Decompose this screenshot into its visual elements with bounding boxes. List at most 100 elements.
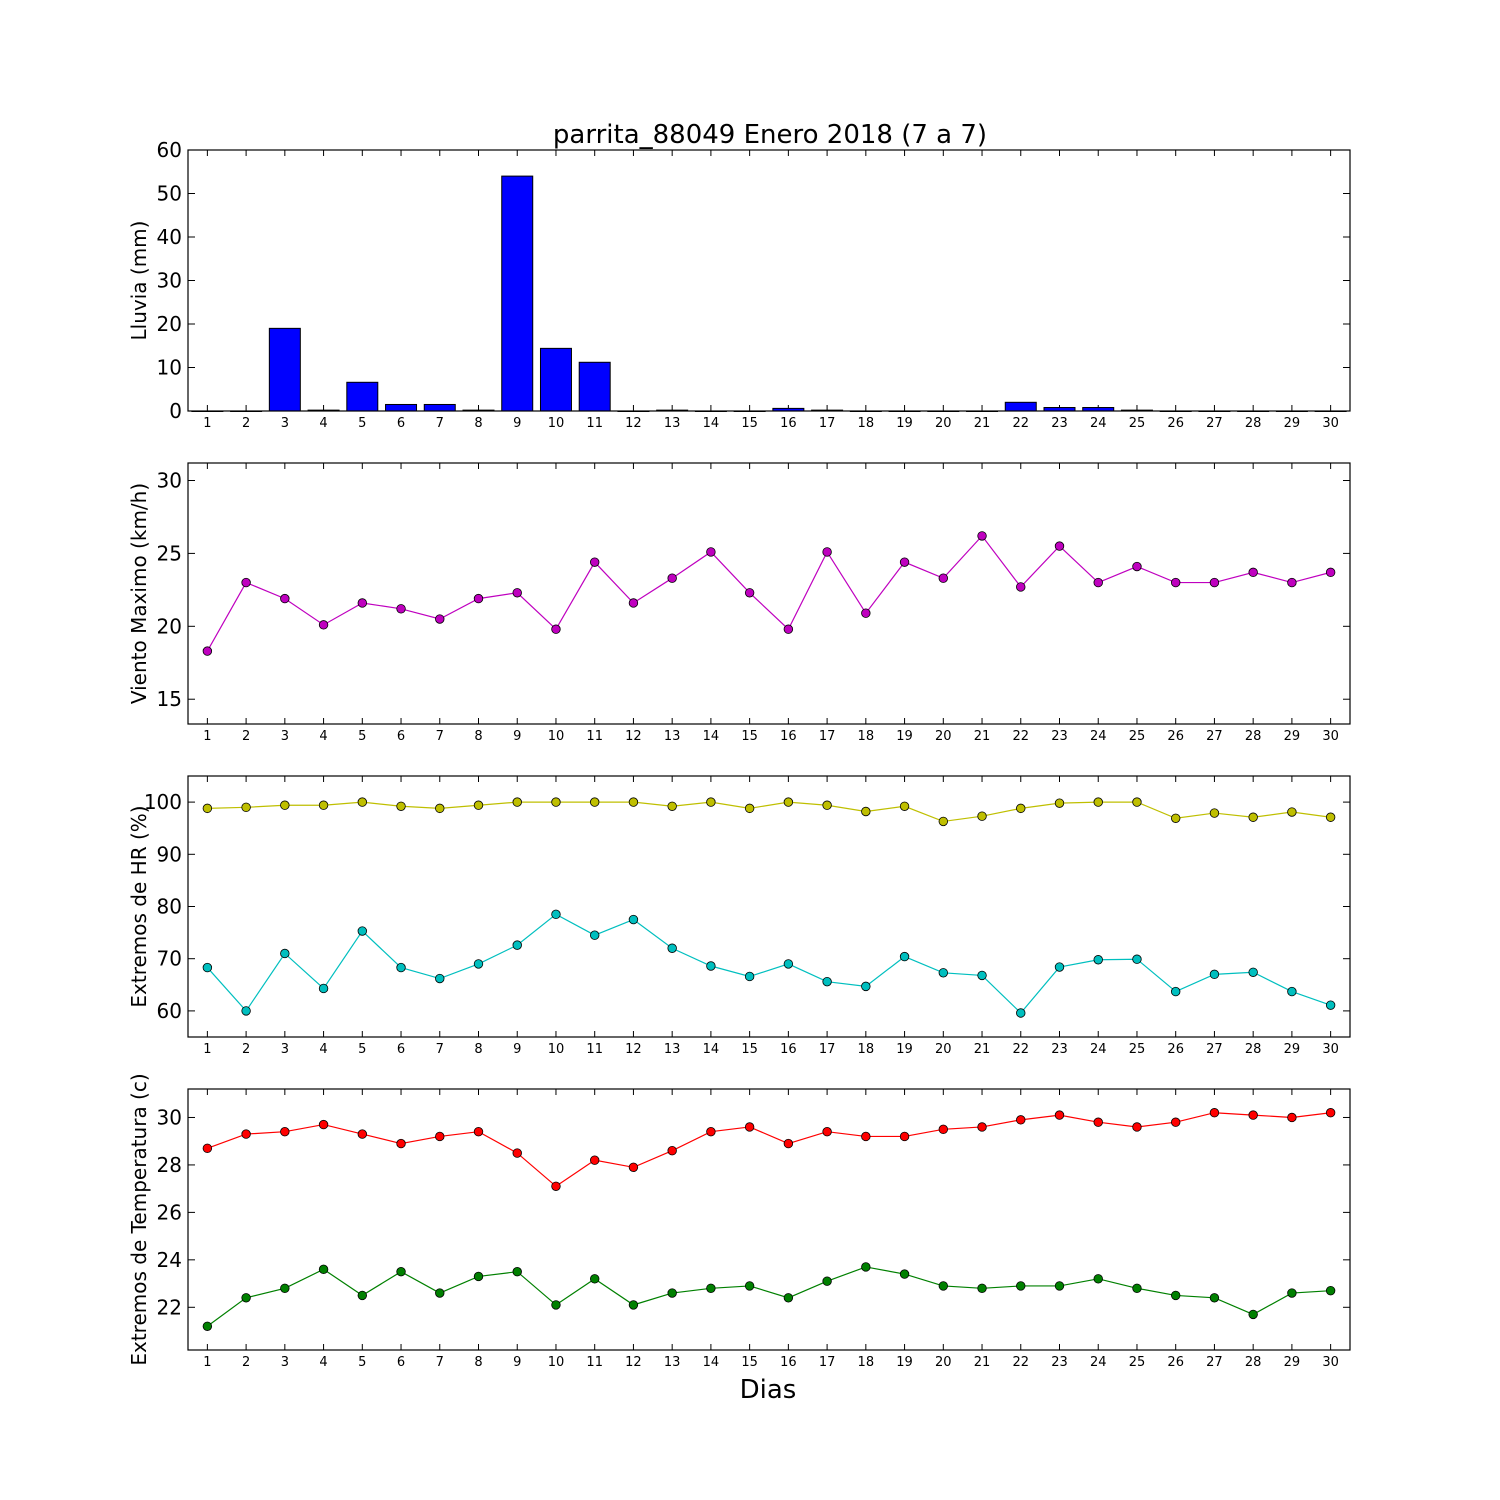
data-point (822, 800, 832, 810)
data-point (202, 1143, 213, 1154)
x-tick-label: 4 (319, 1042, 327, 1057)
data-point (977, 531, 987, 541)
x-tick-label: 22 (1012, 1042, 1029, 1057)
data-point (590, 557, 600, 567)
x-tick-label: 26 (1167, 729, 1184, 744)
data-point (590, 930, 600, 940)
data-point (628, 797, 639, 807)
x-tick-label: 29 (1284, 1042, 1301, 1057)
x-tick-label: 1 (203, 729, 211, 744)
data-point (1248, 812, 1258, 822)
data-point (744, 588, 755, 598)
data-point (977, 811, 987, 821)
data-point (1170, 1117, 1181, 1127)
data-point (241, 1293, 251, 1303)
x-tick-label: 17 (819, 729, 836, 744)
data-point (783, 1138, 794, 1149)
x-tick-label: 3 (281, 416, 289, 431)
x-tick-label: 7 (436, 1042, 444, 1057)
data-point (1248, 1309, 1258, 1320)
data-point (1054, 962, 1065, 972)
data-point (744, 1281, 755, 1291)
bar (1004, 401, 1037, 412)
plot-frame (187, 149, 1351, 412)
x-tick-label: 30 (1322, 1355, 1339, 1370)
data-point (590, 1274, 600, 1284)
data-point (241, 577, 251, 588)
x-tick-label: 1 (203, 416, 211, 431)
x-tick-label: 27 (1206, 1355, 1223, 1370)
data-point (1016, 1115, 1026, 1125)
x-tick-label: 11 (586, 1042, 603, 1057)
data-point (1132, 954, 1142, 964)
data-point (435, 614, 445, 624)
x-tick-label: 16 (780, 1355, 797, 1370)
data-point (1016, 1008, 1026, 1018)
data-point (744, 971, 755, 982)
x-tick-label: 11 (586, 729, 603, 744)
y-tick-label: 40 (157, 225, 182, 249)
x-tick-label: 18 (858, 416, 875, 431)
plot-frame (187, 1088, 1351, 1351)
data-point (1093, 1117, 1103, 1127)
x-tick-label: 8 (474, 729, 482, 744)
x-tick-label: 13 (664, 416, 681, 431)
y-tick-label: 90 (157, 842, 182, 866)
x-tick-label: 2 (242, 416, 250, 431)
data-point (1016, 1281, 1026, 1291)
data-point (822, 547, 832, 557)
x-tick-label: 7 (436, 416, 444, 431)
data-point (861, 1262, 871, 1272)
data-point (1132, 797, 1142, 807)
data-point (396, 801, 406, 811)
x-tick-label: 6 (397, 729, 405, 744)
data-point (435, 973, 445, 984)
data-point (1287, 577, 1297, 588)
x-tick-label: 7 (436, 1355, 444, 1370)
y-tick-label: 70 (157, 947, 182, 971)
bar (539, 347, 572, 412)
data-point (783, 959, 794, 969)
bar (423, 403, 456, 412)
x-tick-label: 28 (1245, 416, 1262, 431)
data-point (822, 976, 832, 987)
x-tick-label: 25 (1129, 1042, 1146, 1057)
x-tick-label: 30 (1322, 416, 1339, 431)
series-line (206, 534, 1331, 652)
x-tick-label: 26 (1167, 416, 1184, 431)
data-point (899, 1269, 910, 1279)
x-tick-label: 5 (358, 729, 366, 744)
x-tick-label: 15 (741, 1042, 758, 1057)
x-tick-label: 29 (1284, 1355, 1301, 1370)
data-point (435, 1131, 445, 1142)
data-point (977, 1283, 987, 1294)
data-point (280, 1283, 290, 1294)
y-axis-label: Viento Maximo (km/h) (127, 483, 151, 704)
data-point (473, 1127, 484, 1137)
data-point (628, 1300, 639, 1310)
x-tick-label: 29 (1284, 416, 1301, 431)
data-point (1054, 1281, 1065, 1291)
data-point (1170, 577, 1181, 588)
data-point (1132, 1283, 1142, 1294)
x-tick-label: 18 (858, 1355, 875, 1370)
data-point (1248, 1110, 1258, 1120)
x-tick-label: 2 (242, 729, 250, 744)
x-tick-label: 1 (203, 1355, 211, 1370)
data-point (551, 1300, 561, 1310)
data-point (1287, 1112, 1297, 1123)
data-point (822, 1276, 832, 1286)
data-point (357, 598, 368, 608)
x-tick-label: 19 (896, 1355, 913, 1370)
x-tick-label: 5 (358, 416, 366, 431)
data-point (1016, 582, 1026, 592)
x-axis-label: Dias (740, 1375, 797, 1405)
y-tick-label: 28 (157, 1153, 182, 1177)
x-tick-label: 5 (358, 1355, 366, 1370)
plot-frame (187, 775, 1351, 1038)
x-tick-label: 16 (780, 1042, 797, 1057)
x-tick-label: 25 (1129, 1355, 1146, 1370)
data-point (861, 806, 871, 817)
x-tick-label: 28 (1245, 1355, 1262, 1370)
